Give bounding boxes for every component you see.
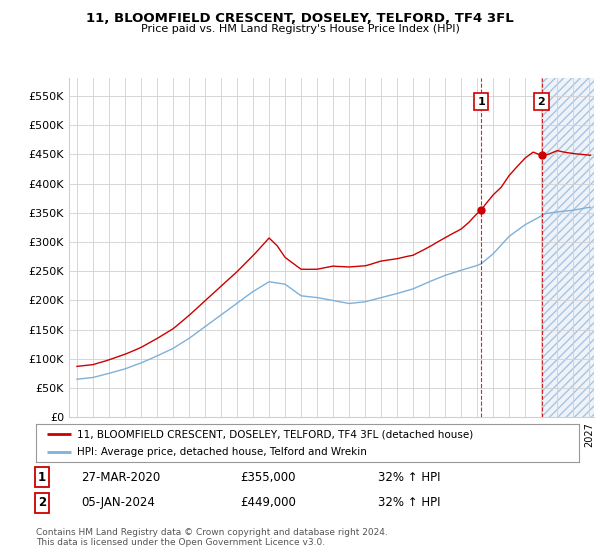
Text: £355,000: £355,000 — [240, 470, 296, 484]
Text: 2: 2 — [38, 496, 46, 510]
Text: 1: 1 — [477, 97, 485, 107]
Text: 27-MAR-2020: 27-MAR-2020 — [81, 470, 160, 484]
Text: Price paid vs. HM Land Registry's House Price Index (HPI): Price paid vs. HM Land Registry's House … — [140, 24, 460, 34]
Text: 11, BLOOMFIELD CRESCENT, DOSELEY, TELFORD, TF4 3FL (detached house): 11, BLOOMFIELD CRESCENT, DOSELEY, TELFOR… — [77, 429, 473, 439]
Text: £449,000: £449,000 — [240, 496, 296, 510]
Text: 1: 1 — [38, 470, 46, 484]
Text: 11, BLOOMFIELD CRESCENT, DOSELEY, TELFORD, TF4 3FL: 11, BLOOMFIELD CRESCENT, DOSELEY, TELFOR… — [86, 12, 514, 25]
Text: Contains HM Land Registry data © Crown copyright and database right 2024.
This d: Contains HM Land Registry data © Crown c… — [36, 528, 388, 547]
Text: 2: 2 — [538, 97, 545, 107]
Text: 32% ↑ HPI: 32% ↑ HPI — [378, 470, 440, 484]
Text: 32% ↑ HPI: 32% ↑ HPI — [378, 496, 440, 510]
Text: HPI: Average price, detached house, Telford and Wrekin: HPI: Average price, detached house, Telf… — [77, 447, 367, 458]
Text: 05-JAN-2024: 05-JAN-2024 — [81, 496, 155, 510]
